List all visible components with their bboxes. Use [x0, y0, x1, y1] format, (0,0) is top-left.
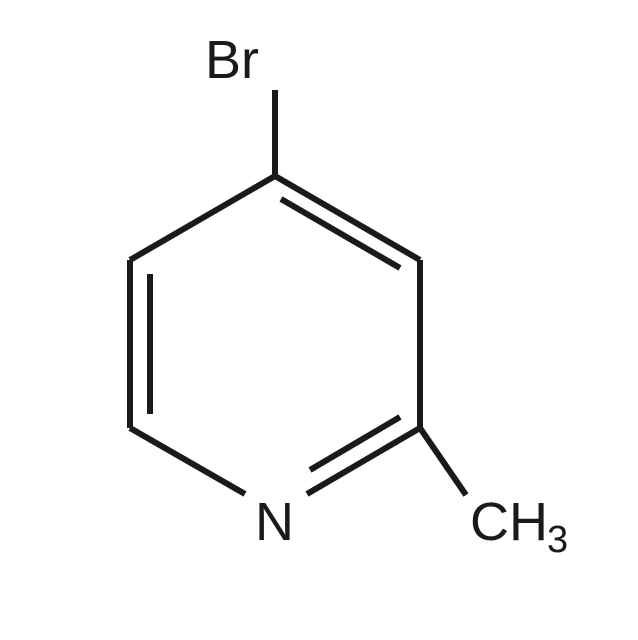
bond-upperleft-top: [130, 176, 275, 260]
methyl-label: CH 3: [470, 492, 568, 561]
bond-lowerright-n-inner: [310, 417, 400, 470]
bromine-label: Br: [205, 30, 259, 90]
bond-lowerright-to-ch3: [420, 428, 466, 495]
bond-top-upperright-outer: [275, 176, 420, 260]
bond-top-upperright-inner: [281, 199, 400, 268]
svg-text:3: 3: [547, 519, 568, 561]
bond-set: [130, 90, 466, 495]
nitrogen-label: N: [255, 492, 294, 552]
svg-text:CH: CH: [470, 492, 548, 552]
bond-n-lowerleft: [130, 428, 245, 494]
chemical-structure-diagram: Br N CH 3: [0, 0, 638, 640]
